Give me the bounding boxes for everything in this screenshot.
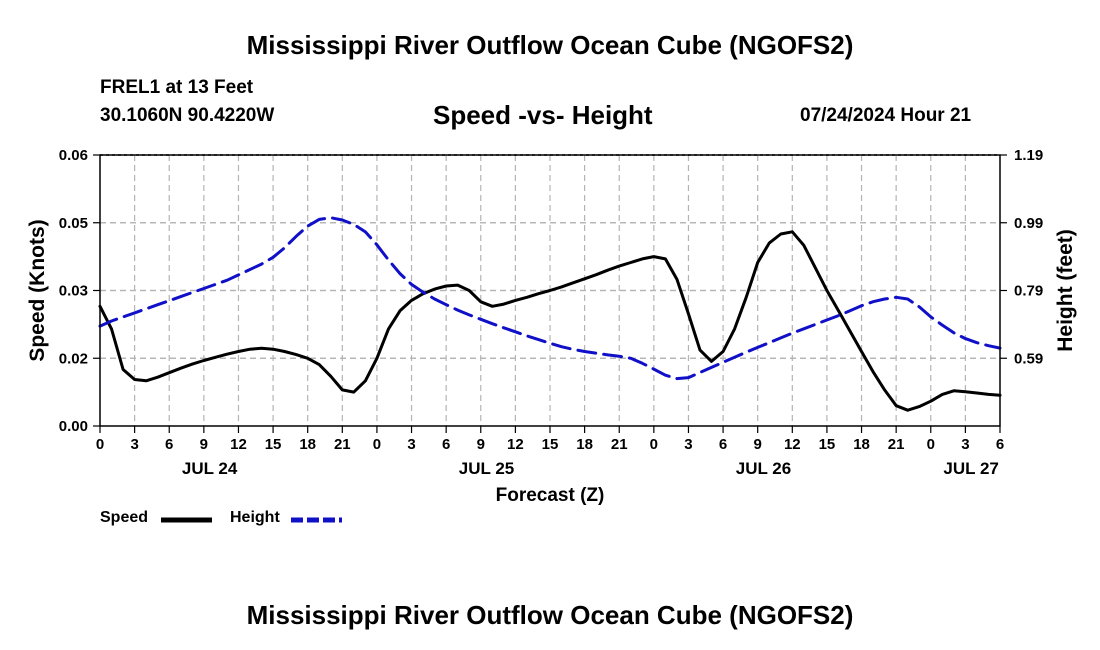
series-line-speed [98, 230, 1002, 412]
x-tick-label: 21 [888, 436, 905, 453]
x-axis-label: Forecast (Z) [496, 485, 605, 506]
series-layer [98, 216, 1002, 412]
grid [100, 154, 1000, 426]
x-tick-label: 18 [576, 436, 593, 453]
x-tick-label: 3 [961, 436, 969, 453]
chart-main-title: Mississippi River Outflow Ocean Cube (NG… [246, 30, 854, 60]
footer-title: Mississippi River Outflow Ocean Cube (NG… [246, 600, 854, 630]
chart-subtitle: Speed -vs- Height [433, 100, 653, 130]
x-tick-label: 6 [996, 436, 1004, 453]
date-label: JUL 24 [182, 459, 238, 478]
x-tick-label: 0 [927, 436, 935, 453]
x-tick-label: 21 [611, 436, 628, 453]
x-tick-label: 9 [200, 436, 208, 453]
x-tick-label: 21 [334, 436, 351, 453]
y-tick-label: 0.00 [59, 418, 88, 435]
x-tick-label: 6 [442, 436, 450, 453]
y2-tick-label: 0.59 [1014, 350, 1043, 367]
y-tick-label: 0.06 [59, 147, 88, 164]
x-tick-label: 0 [650, 436, 658, 453]
y2-tick-label: 0.99 [1014, 215, 1043, 232]
date-label: JUL 27 [943, 459, 998, 478]
x-tick-label: 18 [853, 436, 870, 453]
y2-axis-label: Height (feet) [1054, 229, 1077, 352]
x-tick-label: 3 [130, 436, 138, 453]
station-label: FREL1 at 13 Feet [100, 77, 254, 98]
x-tick-label: 6 [165, 436, 173, 453]
coordinates-label: 30.1060N 90.4220W [100, 105, 275, 126]
axes: 0 3 6 9 12 15 18 21 0 3 6 9 12 15 18 21 0 3 6 9 12 15 18 21 0 3 6J… [59, 147, 1043, 478]
x-tick-label: 12 [230, 436, 247, 453]
y-tick-label: 0.03 [59, 283, 88, 300]
x-tick-label: 9 [477, 436, 485, 453]
x-tick-label: 3 [684, 436, 692, 453]
x-tick-label: 15 [265, 436, 282, 453]
forecast-datetime: 07/24/2024 Hour 21 [800, 105, 972, 126]
legend-height-label: Height [230, 509, 280, 526]
x-tick-label: 12 [507, 436, 524, 453]
legend-speed-label: Speed [100, 509, 149, 526]
x-tick-label: 3 [407, 436, 415, 453]
series-line-height [98, 216, 1002, 381]
y2-tick-label: 0.79 [1014, 283, 1043, 300]
x-tick-label: 9 [754, 436, 762, 453]
x-tick-label: 6 [719, 436, 727, 453]
y-axis-label: Speed (Knots) [26, 219, 49, 361]
x-tick-label: 15 [542, 436, 559, 453]
y2-tick-label: 1.19 [1014, 147, 1043, 164]
x-tick-label: 0 [373, 436, 381, 453]
y-tick-label: 0.05 [59, 215, 88, 232]
x-tick-label: 0 [96, 436, 104, 453]
x-tick-label: 18 [299, 436, 316, 453]
date-label: JUL 25 [459, 459, 514, 478]
y-tick-label: 0.02 [59, 350, 88, 367]
plot-frame [99, 154, 1001, 427]
x-tick-label: 15 [819, 436, 836, 453]
date-label: JUL 26 [736, 459, 791, 478]
x-tick-label: 12 [784, 436, 801, 453]
